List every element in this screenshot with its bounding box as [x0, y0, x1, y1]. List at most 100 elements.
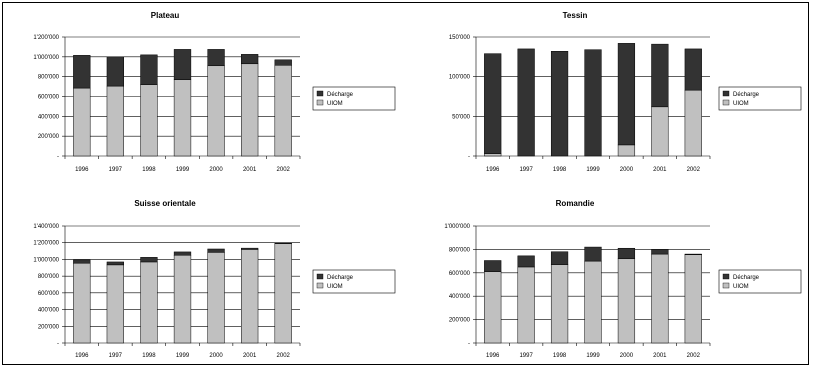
legend-label-decharge: Décharge [733, 92, 760, 98]
x-tick-label: 1996 [486, 167, 500, 173]
legend-box [312, 86, 396, 111]
chart-title: Romandie [556, 199, 595, 208]
x-tick-label: 2002 [687, 167, 701, 173]
y-tick-label: 200'000 [38, 324, 60, 330]
y-tick-label: - [468, 154, 470, 160]
bar-decharge-2000 [207, 248, 225, 253]
x-tick-label: 1999 [586, 167, 600, 173]
x-tick-label: 2001 [243, 167, 257, 173]
bar-uiom-2001 [241, 63, 259, 157]
y-tick-label: - [57, 154, 59, 160]
y-tick-label: 1'000'000 [444, 224, 470, 230]
x-tick-label: 1998 [142, 167, 156, 173]
bar-uiom-1996 [73, 87, 91, 157]
y-tick-label: 1'000'000 [33, 257, 59, 263]
bar-uiom-2000 [207, 252, 225, 344]
bar-decharge-2001 [241, 54, 259, 65]
legend-swatch-decharge [316, 273, 324, 280]
bar-uiom-1997 [106, 264, 125, 344]
bar-decharge-1999 [173, 49, 192, 80]
bar-uiom-2000 [617, 258, 636, 344]
bar-decharge-1997 [517, 255, 535, 268]
legend-swatch-uiom [316, 282, 324, 289]
bar-uiom-2001 [241, 249, 259, 344]
x-tick-label: 2000 [209, 353, 223, 359]
y-tick-label: 1'000'000 [33, 55, 59, 61]
bar-decharge-1996 [484, 53, 502, 154]
bar-uiom-1996 [484, 271, 502, 344]
bar-decharge-1997 [106, 56, 125, 87]
chart-title: Tessin [563, 11, 588, 20]
chart-title: Plateau [151, 11, 180, 20]
bar-decharge-1999 [584, 49, 602, 157]
legend-box [718, 269, 802, 294]
legend-swatch-decharge [316, 90, 324, 97]
x-tick-label: 1999 [586, 353, 600, 359]
x-tick-label: 1996 [486, 353, 500, 359]
bar-uiom-2001 [651, 253, 669, 344]
y-tick-label: 1'200'000 [33, 35, 59, 41]
y-tick-label: 1'400'000 [33, 224, 59, 230]
bar-decharge-2002 [684, 48, 702, 91]
x-tick-label: 1998 [553, 167, 567, 173]
bar-uiom-2002 [274, 243, 292, 344]
x-tick-label: 1999 [176, 353, 190, 359]
bar-uiom-1996 [73, 262, 91, 344]
x-tick-label: 1997 [519, 167, 533, 173]
bar-decharge-1996 [484, 260, 502, 272]
y-tick-label: - [57, 341, 59, 347]
bar-decharge-1998 [550, 51, 569, 157]
bar-uiom-2000 [207, 65, 225, 157]
bar-decharge-2001 [241, 247, 259, 250]
legend-label-uiom: UIOM [327, 101, 343, 107]
x-tick-label: 1997 [519, 353, 533, 359]
x-tick-label: 2000 [209, 167, 223, 173]
bar-uiom-1999 [584, 260, 602, 344]
bar-uiom-2002 [684, 89, 702, 157]
x-tick-label: 1998 [553, 353, 567, 359]
bar-decharge-1998 [140, 257, 158, 263]
bar-decharge-1996 [73, 55, 91, 89]
bar-decharge-2002 [684, 253, 702, 255]
bar-decharge-2000 [617, 43, 636, 146]
y-tick-label: 400'000 [449, 294, 471, 300]
bar-decharge-2001 [651, 249, 669, 255]
y-tick-label: 1'200'000 [33, 241, 59, 247]
x-tick-label: 2002 [687, 353, 701, 359]
x-tick-label: 1997 [109, 167, 123, 173]
legend-box [312, 269, 396, 294]
bar-decharge-1998 [140, 54, 158, 85]
y-tick-label: 200'000 [38, 134, 60, 140]
bar-uiom-2002 [684, 254, 702, 344]
bar-decharge-1999 [584, 246, 602, 262]
legend-label-uiom: UIOM [327, 284, 343, 290]
legend-label-decharge: Décharge [327, 92, 354, 98]
y-tick-label: 100'000 [449, 75, 471, 81]
bar-uiom-2002 [274, 65, 292, 157]
bar-uiom-1996 [484, 153, 502, 157]
bar-uiom-1999 [173, 255, 192, 344]
bar-decharge-1998 [550, 251, 569, 265]
bar-uiom-1997 [517, 266, 535, 344]
bar-uiom-1998 [140, 84, 158, 157]
x-tick-label: 1996 [75, 353, 89, 359]
legend-box [718, 86, 802, 111]
bar-decharge-2000 [207, 49, 225, 67]
y-tick-label: 600'000 [38, 95, 60, 101]
y-tick-label: 600'000 [449, 271, 471, 277]
legend-swatch-decharge [722, 273, 730, 280]
bar-uiom-1999 [173, 79, 192, 157]
bar-uiom-1997 [106, 85, 125, 157]
y-tick-label: - [468, 341, 470, 347]
x-tick-label: 2001 [653, 167, 667, 173]
bar-decharge-1997 [106, 261, 125, 266]
y-tick-label: 800'000 [38, 75, 60, 81]
y-tick-label: 800'000 [449, 247, 471, 253]
x-tick-label: 1996 [75, 167, 89, 173]
bar-decharge-2002 [274, 59, 292, 66]
y-tick-label: 600'000 [38, 291, 60, 297]
figure-frame [2, 2, 809, 365]
legend-label-decharge: Décharge [733, 275, 760, 281]
bar-decharge-1999 [173, 251, 192, 256]
